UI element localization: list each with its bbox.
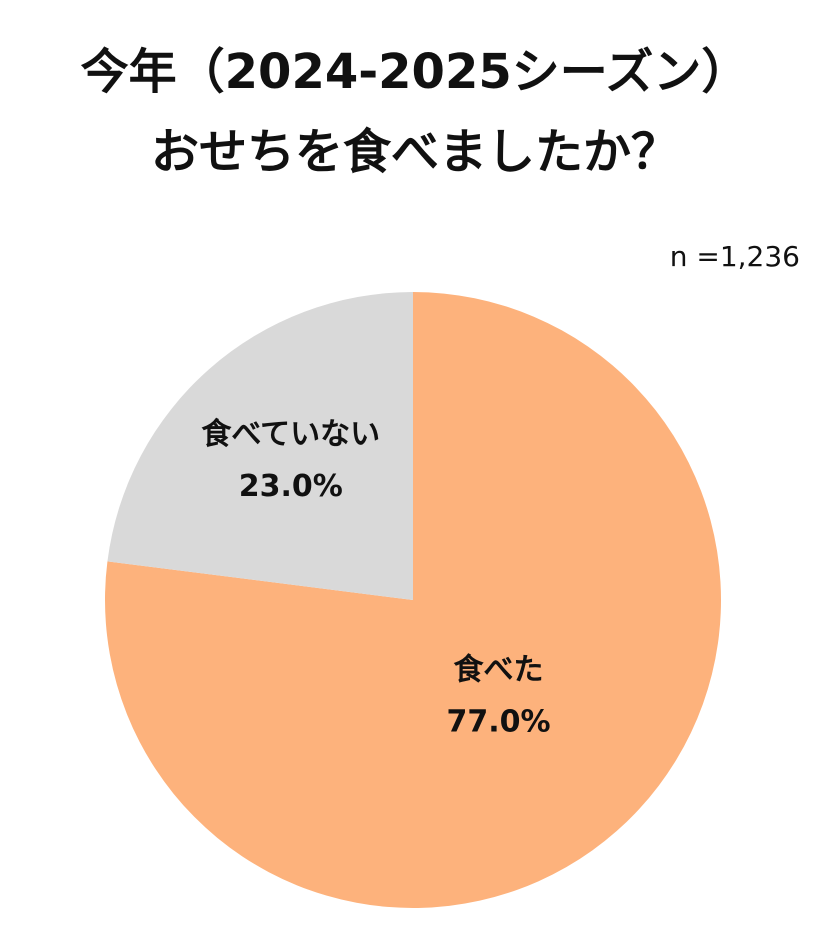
slice-label: 食べた bbox=[454, 653, 544, 688]
slice-value: 77.0% bbox=[447, 705, 551, 740]
sample-size: n =1,236 bbox=[670, 240, 800, 273]
chart-title: 今年（2024-2025シーズン） bbox=[81, 44, 750, 100]
slice-label: 食べていない bbox=[201, 417, 380, 452]
pie-slice bbox=[105, 292, 722, 909]
slice-value: 23.0% bbox=[239, 469, 343, 504]
chart-title: おせちを食べましたか？ bbox=[151, 124, 679, 180]
pie-slice bbox=[107, 292, 413, 600]
